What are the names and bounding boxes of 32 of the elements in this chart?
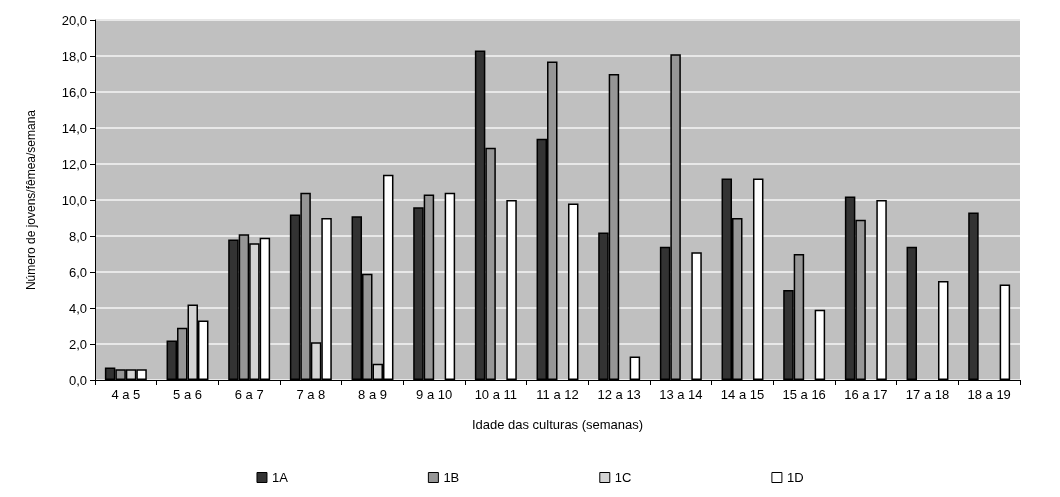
y-tick-label: 2,0 (68, 336, 87, 352)
y-tick-label: 12,0 (61, 156, 87, 172)
x-tick-label: 11 a 12 (536, 387, 579, 402)
x-tick-label: 8 a 9 (358, 387, 387, 402)
y-axis-title: Número de jovens/fêmea/semana (24, 109, 38, 291)
y-tick-label: 0,0 (68, 372, 87, 388)
x-tick-label: 13 a 14 (659, 387, 703, 402)
x-tick-label: 12 a 13 (597, 387, 641, 402)
legend-label: 1C (614, 470, 632, 485)
x-tick-label: 15 a 16 (782, 387, 826, 402)
x-axis-title: Idade das culturas (semanas) (471, 417, 644, 432)
x-tick-label: 4 a 5 (111, 387, 141, 402)
x-tick-label: 17 a 18 (905, 387, 950, 402)
y-tick-label: 16,0 (61, 84, 87, 100)
y-tick-label: 20,0 (61, 12, 87, 28)
x-tick-label: 14 a 15 (720, 387, 765, 402)
y-tick-label: 8,0 (68, 228, 87, 244)
x-tick-label: 7 a 8 (296, 387, 326, 402)
x-tick-label: 18 a 19 (967, 387, 1011, 402)
y-tick-label: 18,0 (61, 48, 87, 64)
y-tick-label: 6,0 (68, 264, 87, 280)
legend-label: 1A (271, 470, 289, 485)
x-tick-label: 6 a 7 (234, 387, 264, 402)
x-tick-label: 16 a 17 (844, 387, 888, 402)
legend-label: 1B (443, 470, 460, 485)
x-tick-label: 5 a 6 (173, 387, 202, 402)
y-tick-label: 10,0 (61, 192, 87, 208)
y-tick-label: 14,0 (61, 120, 87, 136)
legend-label: 1D (786, 470, 804, 485)
y-tick-label: 4,0 (68, 300, 87, 316)
x-tick-label: 10 a 11 (474, 387, 518, 402)
x-tick-label: 9 a 10 (416, 387, 453, 402)
